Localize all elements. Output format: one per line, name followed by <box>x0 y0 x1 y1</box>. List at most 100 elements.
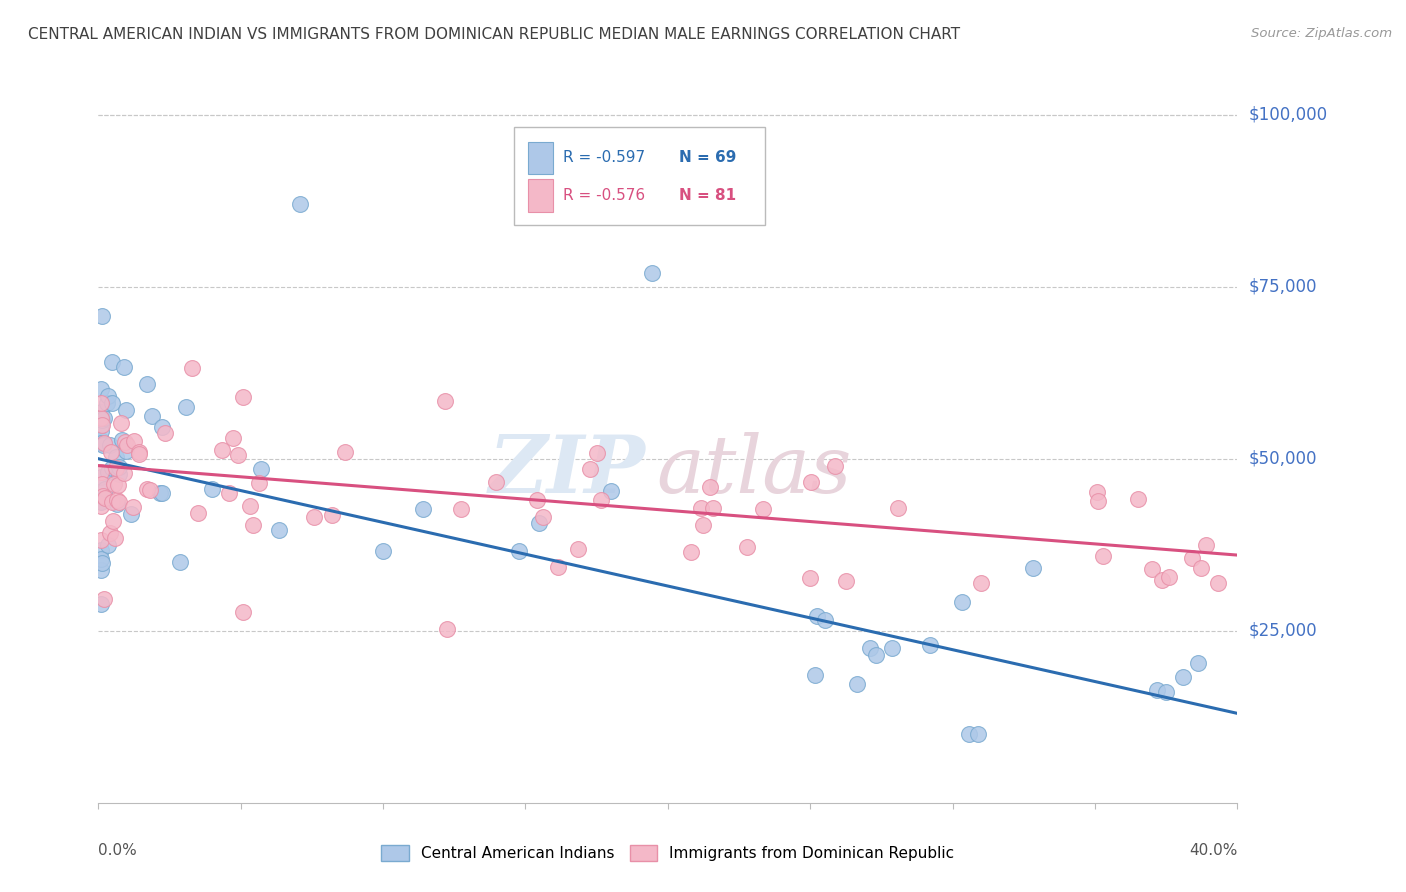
Point <box>641 266 664 280</box>
Point <box>101 396 124 410</box>
Point <box>824 459 846 474</box>
Point <box>302 510 325 524</box>
Point <box>814 613 837 627</box>
Point <box>1150 573 1173 587</box>
Point <box>250 462 273 476</box>
Point <box>97 538 120 552</box>
Text: Source: ZipAtlas.com: Source: ZipAtlas.com <box>1251 27 1392 40</box>
Point <box>526 492 548 507</box>
Point <box>187 507 209 521</box>
Point <box>90 493 112 508</box>
Point <box>804 667 827 681</box>
Point <box>150 420 173 434</box>
Point <box>141 409 163 424</box>
Point <box>242 518 264 533</box>
Point <box>128 447 150 461</box>
Point <box>152 486 174 500</box>
Point <box>950 595 973 609</box>
Point <box>115 444 138 458</box>
Point <box>94 482 117 496</box>
Point <box>135 482 157 496</box>
Point <box>1154 685 1177 699</box>
Point <box>436 622 458 636</box>
Point <box>1206 576 1229 591</box>
Point <box>600 483 623 498</box>
Point <box>105 460 128 475</box>
Point <box>970 575 993 590</box>
Point <box>269 523 291 537</box>
Point <box>101 495 124 509</box>
Point <box>218 486 240 500</box>
Point <box>93 411 115 425</box>
Text: 40.0%: 40.0% <box>1189 843 1237 857</box>
Point <box>692 517 714 532</box>
Point <box>702 501 724 516</box>
Point <box>90 551 112 566</box>
Point <box>531 510 554 524</box>
Point <box>91 310 114 324</box>
Point <box>239 500 262 514</box>
Point <box>957 727 980 741</box>
Point <box>90 382 112 396</box>
Text: atlas: atlas <box>657 432 852 509</box>
Point <box>579 462 602 476</box>
Text: $75,000: $75,000 <box>1249 277 1317 296</box>
Point <box>90 465 112 479</box>
Point <box>97 389 120 403</box>
Point <box>547 560 569 574</box>
Point <box>181 360 204 375</box>
Point <box>689 501 711 516</box>
Point <box>105 450 128 465</box>
Point <box>865 648 887 662</box>
Text: $50,000: $50,000 <box>1249 450 1317 467</box>
Point <box>918 639 941 653</box>
Point <box>90 543 112 558</box>
Point <box>90 395 112 409</box>
Point <box>90 564 112 578</box>
Point <box>103 514 125 528</box>
Text: N = 81: N = 81 <box>679 188 737 203</box>
Point <box>114 435 136 450</box>
Point <box>108 495 131 509</box>
Point <box>567 541 589 556</box>
Point <box>139 483 162 498</box>
Point <box>90 417 112 432</box>
Point <box>887 501 910 516</box>
Point <box>110 434 132 448</box>
Point <box>333 445 356 459</box>
Point <box>103 476 125 491</box>
Point <box>115 403 138 417</box>
Point <box>124 434 146 448</box>
Point <box>1146 682 1168 697</box>
Point <box>232 605 254 619</box>
Point <box>90 411 112 425</box>
Point <box>90 533 112 547</box>
Point <box>586 446 609 460</box>
FancyBboxPatch shape <box>527 142 553 174</box>
Point <box>966 727 988 741</box>
Text: CENTRAL AMERICAN INDIAN VS IMMIGRANTS FROM DOMINICAN REPUBLIC MEDIAN MALE EARNIN: CENTRAL AMERICAN INDIAN VS IMMIGRANTS FR… <box>28 27 960 42</box>
Point <box>201 483 224 497</box>
Point <box>799 571 821 585</box>
Point <box>371 544 394 558</box>
Point <box>105 492 128 507</box>
Point <box>737 540 759 554</box>
Point <box>153 425 176 440</box>
Point <box>112 360 135 375</box>
Point <box>1157 570 1180 584</box>
Point <box>412 502 434 516</box>
Point <box>485 475 508 489</box>
Point <box>121 500 143 515</box>
Text: N = 69: N = 69 <box>679 151 737 165</box>
Point <box>90 598 112 612</box>
Point <box>1085 485 1108 500</box>
Point <box>90 499 112 513</box>
Point <box>1087 493 1109 508</box>
Point <box>1195 538 1218 552</box>
Point <box>101 461 124 475</box>
Text: 0.0%: 0.0% <box>98 843 138 857</box>
Point <box>90 433 112 447</box>
Point <box>96 396 118 410</box>
Point <box>94 491 117 505</box>
Point <box>97 466 120 480</box>
